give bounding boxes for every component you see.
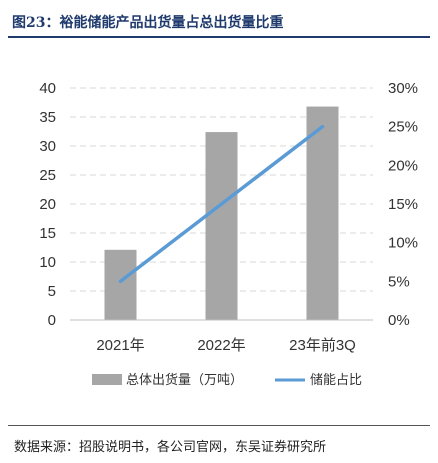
right-tick-label: 25%: [388, 119, 418, 136]
left-tick-label: 5: [48, 283, 56, 300]
legend: 总体出货量（万吨） 储能占比: [92, 372, 362, 388]
bar: [306, 106, 339, 320]
right-tick-label: 15%: [388, 196, 418, 213]
source-rule: [8, 425, 430, 426]
ratio-line-path: [118, 124, 325, 284]
right-tick-label: 0%: [388, 312, 410, 329]
bar: [104, 249, 137, 320]
bar: [205, 132, 238, 320]
legend-bar-swatch: [92, 374, 122, 385]
left-tick-label: 30: [39, 138, 56, 155]
left-tick-label: 25: [39, 167, 56, 184]
right-tick-label: 5%: [388, 273, 410, 290]
left-tick-label: 15: [39, 225, 56, 242]
figure-title: 图23：裕能储能产品出货量占总出货量比重: [12, 15, 284, 31]
right-axis-ticks: 0% 5% 10% 15% 20% 25% 30%: [388, 80, 418, 329]
right-tick-label: 30%: [388, 80, 418, 97]
chart: 0 5 10 15 20 25 30 35 40 0% 5% 10% 15% 20% 25% 30% 202…: [39, 80, 418, 388]
left-tick-label: 20: [39, 196, 56, 213]
left-tick-label: 35: [39, 109, 56, 126]
category-label: 2021年: [96, 337, 144, 354]
right-tick-label: 10%: [388, 235, 418, 252]
category-label: 23年前3Q: [289, 337, 356, 354]
left-tick-label: 10: [39, 254, 56, 271]
bars: [104, 106, 339, 320]
right-tick-label: 20%: [388, 157, 418, 174]
category-labels: 2021年 2022年 23年前3Q: [96, 337, 356, 354]
category-label: 2022年: [197, 337, 245, 354]
title-rule: [8, 36, 430, 38]
legend-bar-label: 总体出货量（万吨）: [126, 372, 243, 388]
left-tick-label: 40: [39, 80, 56, 97]
left-tick-label: 0: [48, 312, 56, 329]
source-note: 数据来源：招股说明书，各公司官网，东吴证券研究所: [14, 440, 327, 455]
ratio-line: [118, 124, 325, 284]
left-axis-ticks: 0 5 10 15 20 25 30 35 40: [39, 80, 56, 329]
legend-line-label: 储能占比: [310, 373, 362, 388]
